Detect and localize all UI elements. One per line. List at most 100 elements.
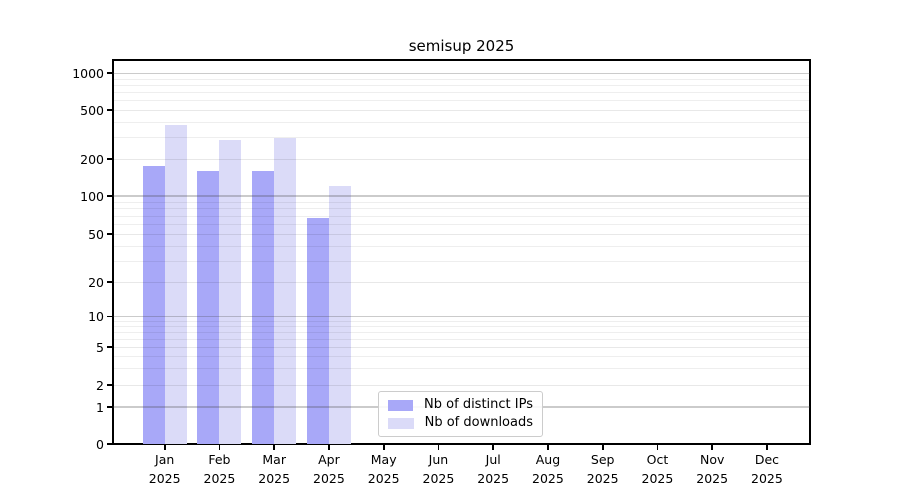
bar-downloads-feb (219, 140, 242, 444)
legend-label-distinct-ips: Nb of distinct IPs (424, 397, 533, 412)
y-tick (107, 158, 113, 161)
y-tick (107, 109, 113, 111)
y-tick (107, 315, 113, 318)
x-tick-label: Jun 2025 (406, 450, 470, 488)
minor-gridline (113, 92, 810, 94)
x-tick (218, 445, 221, 450)
decade-gridline (113, 72, 810, 74)
x-tick-year: 2025 (422, 471, 455, 486)
x-tick-year: 2025 (696, 471, 729, 486)
x-tick-label: Jan 2025 (133, 450, 197, 488)
y-tick (107, 384, 113, 386)
legend-swatch-downloads (388, 417, 414, 429)
x-tick (656, 445, 659, 450)
y-tick-label: 10 (88, 309, 104, 324)
x-tick-year: 2025 (258, 471, 291, 486)
decade-gridline (113, 195, 810, 197)
y-tick-label: 2 (96, 377, 104, 393)
minor-gridline (113, 208, 810, 210)
legend-label-downloads: Nb of downloads (424, 415, 533, 430)
x-tick-label: May 2025 (352, 450, 416, 488)
y-tick-label: 0 (96, 436, 104, 452)
x-tick-year: 2025 (751, 471, 783, 486)
x-tick-label: Nov 2025 (680, 450, 744, 488)
x-tick-month: Oct (646, 452, 669, 467)
minor-gridline (113, 332, 810, 334)
minor-gridline (113, 326, 810, 328)
bar-distinct-ips-apr (306, 218, 329, 444)
decade-gridline (113, 315, 810, 318)
gridline (113, 159, 810, 161)
x-tick-label: Feb 2025 (187, 450, 251, 488)
minor-gridline (113, 100, 810, 102)
x-tick-month: Aug (535, 452, 561, 467)
x-tick (601, 445, 604, 450)
x-tick-label: Sep 2025 (571, 450, 635, 488)
bar-downloads-mar (274, 137, 297, 444)
x-tick-year: 2025 (148, 471, 181, 486)
bar-distinct-ips-feb (197, 171, 220, 444)
legend-swatch-distinct-ips (388, 399, 414, 411)
minor-gridline (113, 215, 810, 217)
gridline (113, 234, 810, 236)
minor-gridline (113, 260, 810, 262)
y-tick-label: 100 (80, 188, 104, 204)
x-tick-year: 2025 (203, 471, 236, 486)
x-tick-month: Jun (428, 452, 449, 467)
x-tick (437, 445, 440, 450)
x-tick-month: Mar (262, 452, 286, 467)
x-tick (547, 445, 549, 450)
x-tick-month: May (370, 452, 397, 467)
x-tick (492, 445, 495, 450)
minor-gridline (113, 368, 810, 370)
minor-gridline (113, 78, 810, 80)
x-tick-month: Nov (699, 452, 725, 467)
x-tick-month: Dec (754, 452, 780, 467)
legend: Nb of distinct IPs Nb of downloads (378, 391, 543, 437)
x-tick-label: Mar 2025 (242, 450, 306, 488)
x-tick-label: Jul 2025 (461, 450, 525, 488)
minor-gridline (113, 321, 810, 323)
gridline (113, 110, 810, 111)
x-tick (273, 445, 276, 450)
minor-gridline (113, 356, 810, 358)
y-tick (107, 233, 113, 236)
gridline (113, 347, 810, 349)
x-tick-year: 2025 (313, 471, 345, 486)
y-tick (107, 406, 113, 408)
legend-item-distinct-ips: Nb of distinct IPs (388, 396, 533, 414)
x-tick-year: 2025 (641, 471, 674, 486)
x-tick-label: Apr 2025 (297, 450, 361, 488)
bar-downloads-apr (328, 186, 351, 444)
y-tick (107, 281, 113, 283)
x-tick-month: Apr (318, 452, 340, 467)
minor-gridline (113, 224, 810, 226)
bottom-spine (113, 443, 810, 445)
x-tick-month: Jul (485, 452, 501, 467)
legend-item-downloads: Nb of downloads (388, 414, 533, 432)
x-tick (328, 445, 330, 450)
left-spine (112, 59, 114, 445)
y-tick-label: 1 (96, 399, 104, 415)
x-tick (382, 445, 385, 450)
x-tick-month: Sep (590, 452, 615, 467)
y-tick-label: 200 (80, 151, 104, 167)
x-tick-year: 2025 (532, 471, 564, 486)
top-spine (113, 59, 810, 61)
minor-gridline (113, 137, 810, 139)
minor-gridline (113, 201, 810, 203)
right-spine (809, 59, 811, 445)
x-tick (163, 445, 166, 450)
x-tick (766, 445, 768, 450)
y-tick-label: 1000 (72, 65, 104, 81)
gridline (113, 385, 810, 386)
x-tick-label: Aug 2025 (516, 450, 580, 488)
bar-distinct-ips-jan (142, 166, 165, 444)
bar-distinct-ips-mar (252, 171, 275, 444)
x-tick-year: 2025 (367, 471, 400, 486)
x-tick-year: 2025 (477, 471, 510, 486)
y-tick (107, 72, 113, 75)
minor-gridline (113, 339, 810, 341)
y-tick (107, 443, 113, 445)
